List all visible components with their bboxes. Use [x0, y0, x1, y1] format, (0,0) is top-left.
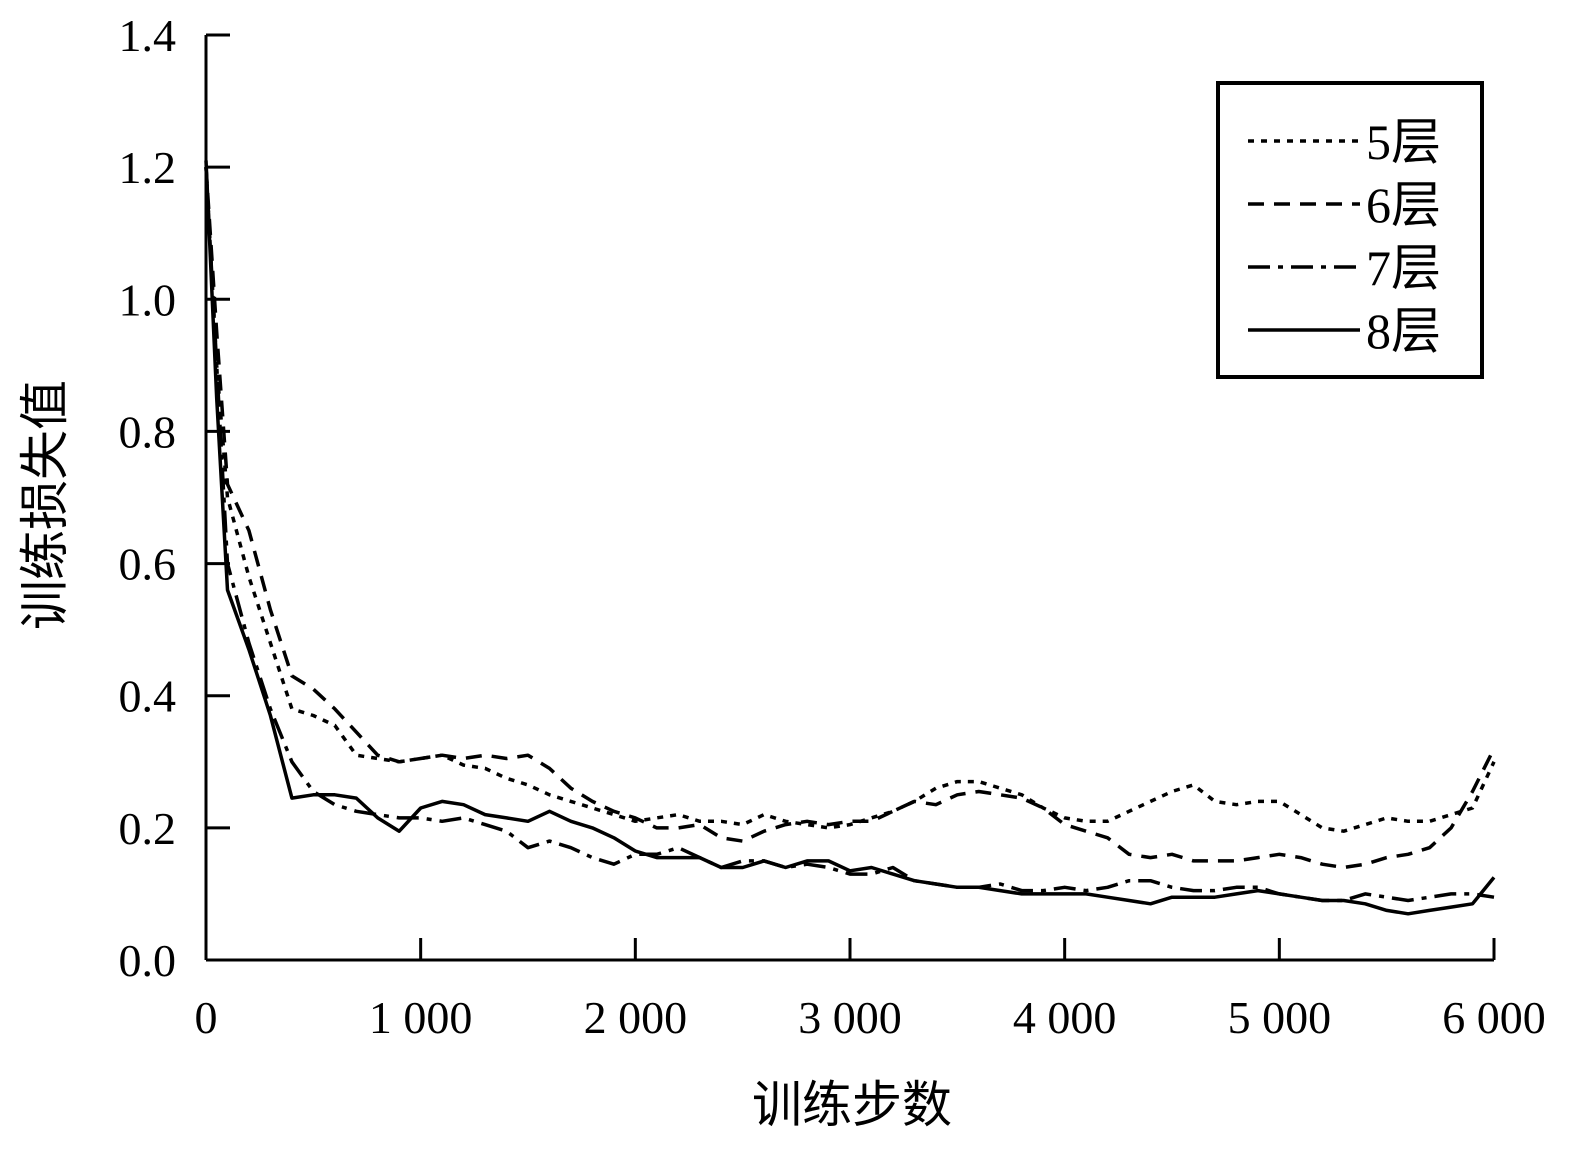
y-tick-label: 0.2	[119, 803, 177, 854]
x-tick-label: 5 000	[1228, 992, 1332, 1043]
y-tick-label: 0.6	[119, 539, 177, 590]
y-tick-label: 0.8	[119, 406, 177, 457]
legend-box	[1216, 81, 1484, 379]
x-tick-label: 1 000	[369, 992, 473, 1043]
series-line-4	[204, 160, 1496, 916]
legend-label-3: 7层	[1366, 240, 1441, 296]
x-tick-label: 0	[195, 992, 218, 1043]
y-tick-label: 0.0	[119, 935, 177, 986]
y-axis-title: 训练损失值	[17, 380, 73, 630]
y-tick-label: 0.4	[119, 671, 177, 722]
y-tick-label: 1.2	[119, 142, 177, 193]
legend-label-4: 8层	[1366, 303, 1441, 359]
x-tick-label: 3 000	[798, 992, 902, 1043]
tick-labels: 0.0 0.2 0.4 0.6 0.8 1.0 1.2 1.4 0 1 000 2 000 3 000…	[119, 10, 1546, 1043]
x-tick-label: 6 000	[1442, 992, 1546, 1043]
legend-label-1: 5层	[1366, 114, 1441, 170]
series-line-1	[204, 167, 1496, 833]
series-line-2	[204, 166, 1496, 870]
y-tick-label: 1.0	[119, 274, 177, 325]
x-axis-title: 训练步数	[752, 1077, 952, 1133]
y-tick-label: 1.4	[119, 10, 177, 61]
series-lines	[204, 160, 1496, 916]
legend: 5层 6层 7层 8层	[1216, 81, 1484, 379]
x-tick-label: 4 000	[1013, 992, 1117, 1043]
legend-label-2: 6层	[1366, 177, 1441, 233]
x-tick-label: 2 000	[584, 992, 688, 1043]
